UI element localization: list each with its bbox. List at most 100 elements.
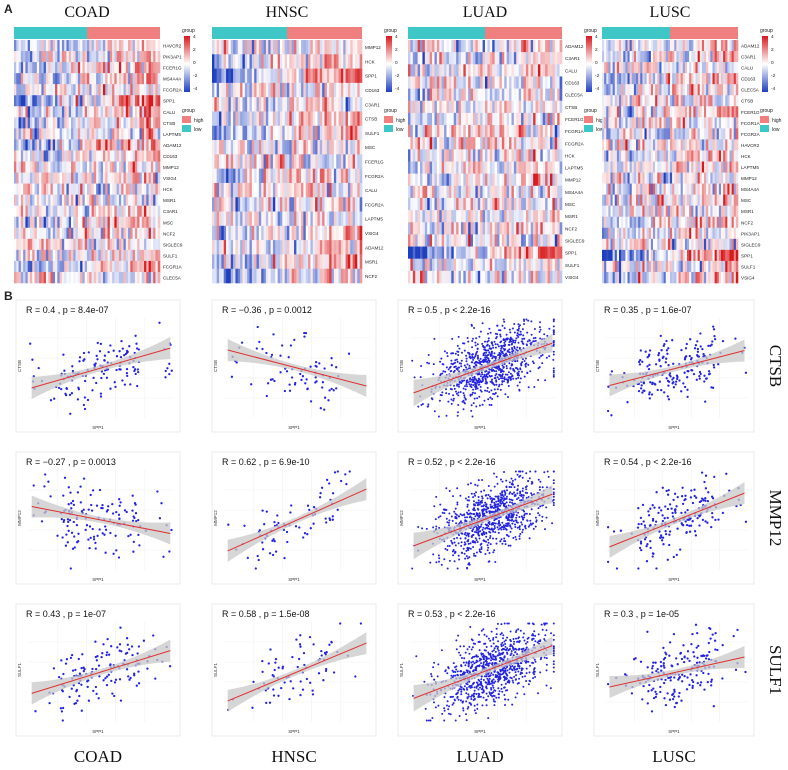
data-point <box>545 657 548 660</box>
data-point <box>467 540 469 543</box>
data-point <box>502 352 504 355</box>
data-point <box>516 374 519 377</box>
data-point <box>498 365 500 368</box>
data-point <box>606 682 610 686</box>
data-point <box>545 663 548 666</box>
data-point <box>289 344 293 347</box>
group-bar-low <box>408 27 485 39</box>
data-point <box>664 361 667 364</box>
data-point <box>515 514 518 517</box>
data-point <box>646 702 649 705</box>
data-point <box>67 529 70 533</box>
data-point <box>721 677 724 680</box>
data-point <box>534 660 537 663</box>
data-point <box>493 522 496 525</box>
data-point <box>511 327 514 330</box>
data-point <box>491 398 494 400</box>
data-point <box>523 514 526 517</box>
data-point <box>513 345 516 348</box>
data-point <box>509 654 512 657</box>
data-point <box>518 526 521 529</box>
data-point <box>665 349 669 352</box>
data-point <box>530 333 533 336</box>
data-point <box>690 356 693 360</box>
data-point <box>322 679 325 682</box>
data-point <box>85 524 89 527</box>
data-point <box>651 664 654 668</box>
data-point <box>489 639 492 642</box>
data-point <box>512 513 515 516</box>
data-point <box>463 543 466 546</box>
data-point <box>552 491 555 494</box>
data-point <box>485 344 488 347</box>
data-point <box>646 365 649 368</box>
data-point <box>466 385 468 388</box>
data-point <box>137 645 141 648</box>
data-point <box>534 676 537 678</box>
data-point <box>464 388 467 391</box>
data-point <box>552 343 555 346</box>
data-point <box>519 533 522 535</box>
data-point <box>514 478 517 481</box>
heatmap-section: COADHAVCR2PIK3AP1FCER1GMS4A4AFCGR2ASPP1C… <box>14 4 782 284</box>
data-point <box>265 510 268 513</box>
data-point <box>539 505 542 508</box>
heatmap-gene-label: SPP1 <box>163 99 175 104</box>
data-point <box>450 674 453 677</box>
data-point <box>681 673 684 676</box>
data-point <box>168 362 171 365</box>
data-point <box>265 351 268 355</box>
data-point <box>131 509 134 512</box>
data-point <box>485 698 488 701</box>
data-point <box>457 383 460 386</box>
data-point <box>295 638 298 641</box>
data-point <box>707 370 711 373</box>
data-point <box>492 392 495 395</box>
data-point <box>80 510 84 513</box>
data-point <box>472 695 475 698</box>
data-point <box>134 512 138 515</box>
data-point <box>503 489 506 492</box>
data-point <box>659 334 662 338</box>
data-point <box>496 622 499 625</box>
plot-frame <box>211 603 377 737</box>
heatmap-row <box>14 51 161 63</box>
data-point <box>136 384 139 388</box>
data-point <box>443 558 446 561</box>
data-point <box>471 361 474 364</box>
data-point <box>277 694 280 697</box>
data-point <box>456 360 459 363</box>
data-point <box>487 339 490 342</box>
data-point <box>642 520 645 523</box>
data-point <box>475 693 478 695</box>
data-point <box>527 386 530 389</box>
data-point <box>453 384 455 387</box>
data-point <box>675 374 679 377</box>
heatmap-gene-label: ADAM12 <box>741 44 760 49</box>
data-point <box>524 525 526 528</box>
data-point <box>509 367 512 370</box>
data-point <box>154 677 157 680</box>
data-point <box>671 511 674 515</box>
heatmap-row <box>212 40 363 55</box>
data-point <box>460 541 463 544</box>
data-point <box>703 688 706 691</box>
data-point <box>452 554 455 557</box>
data-point <box>60 710 64 713</box>
data-point <box>472 528 475 531</box>
legend-swatch-low <box>182 125 191 132</box>
data-point <box>442 363 445 366</box>
data-point <box>311 689 314 692</box>
data-point <box>482 354 485 357</box>
data-point <box>444 370 447 373</box>
data-point <box>67 520 70 524</box>
data-point <box>527 319 530 322</box>
data-point <box>496 367 499 370</box>
data-point <box>133 674 136 677</box>
data-point <box>673 705 676 709</box>
data-point <box>257 558 260 562</box>
heatmap-gene-label: CALU <box>565 68 577 73</box>
data-point <box>83 379 87 383</box>
